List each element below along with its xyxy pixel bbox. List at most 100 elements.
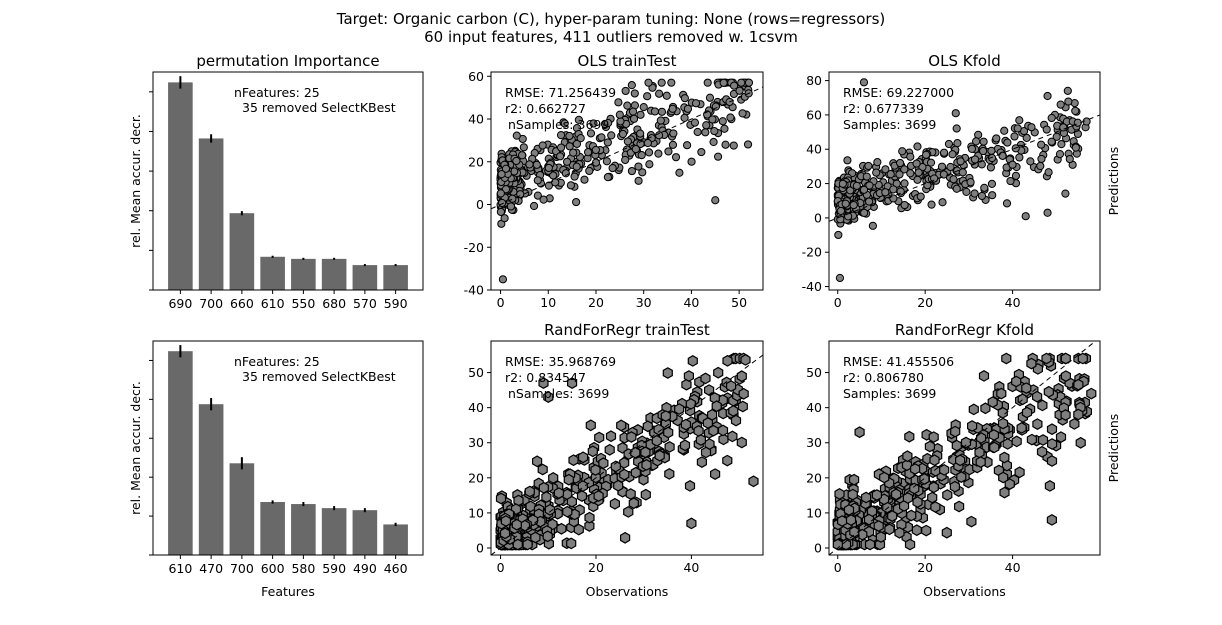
chart-title: OLS trainTest [578, 52, 677, 70]
data-point [999, 451, 1010, 464]
chart-perm-importance-bottom: rel. Mean accur. decr. 610 470 700 600 580 590… [128, 340, 424, 599]
data-point [1086, 387, 1097, 400]
data-point [544, 503, 555, 516]
data-point [846, 186, 855, 195]
data-point [538, 377, 549, 389]
data-point [660, 410, 671, 422]
data-point [881, 188, 890, 197]
chart-title: RandForRegr Kfold [895, 321, 1034, 339]
chart-ols-traintest: 0 10 20 30 40 50 -40 -20 0 20 40 60 RMSE: 71.256439r… [464, 52, 764, 310]
data-point [928, 431, 939, 443]
data-point [987, 179, 997, 189]
data-point [538, 481, 549, 494]
data-point [590, 464, 601, 476]
x-tick-label: 690 [168, 296, 192, 311]
data-point [729, 81, 739, 90]
data-point [709, 137, 718, 147]
data-point [1037, 434, 1049, 446]
x-tick-label: 610 [168, 561, 192, 576]
data-point [954, 500, 965, 513]
y-tick-label: 60 [806, 107, 822, 122]
annotation-line: nFeatures: 25 [234, 354, 320, 369]
data-point [610, 460, 621, 473]
data-point [989, 441, 1000, 454]
data-point [900, 165, 909, 174]
data-point [889, 185, 898, 194]
data-point [843, 156, 852, 165]
bar [321, 258, 347, 290]
data-point [710, 468, 721, 480]
data-point [980, 183, 989, 192]
data-point [565, 142, 574, 151]
annotation-line: RMSE: 35.968769 [505, 354, 616, 369]
data-point [1032, 418, 1043, 430]
data-point [643, 92, 652, 101]
x-tick-label: 680 [322, 296, 346, 311]
data-point [889, 194, 898, 203]
y-tick-label: 30 [468, 435, 484, 450]
annotation-line: r2: 0.834547 [505, 370, 586, 385]
y-tick-label: 10 [468, 505, 484, 520]
x-tick-label: 20 [588, 560, 604, 575]
data-point [512, 156, 521, 166]
data-point [726, 380, 737, 392]
y-tick-label: 0 [814, 210, 822, 225]
data-point [584, 511, 595, 524]
data-point [720, 124, 729, 133]
data-point [682, 141, 692, 150]
data-point [663, 426, 674, 439]
data-point [542, 530, 553, 543]
data-point [705, 93, 715, 102]
y-tick-label: 0 [476, 540, 484, 555]
data-point [918, 162, 927, 172]
data-point [623, 137, 632, 146]
data-point [910, 463, 921, 475]
y-tick-label: 40 [806, 400, 822, 415]
data-point [967, 144, 977, 153]
data-point [496, 207, 506, 217]
annotation-line: 35 removed SelectKBest [242, 100, 396, 115]
data-point [955, 454, 966, 467]
data-point [863, 513, 875, 526]
data-point [938, 198, 947, 207]
data-point [1026, 357, 1037, 370]
data-point [604, 443, 615, 456]
bar [291, 258, 316, 290]
data-point [500, 214, 509, 223]
data-point [832, 538, 843, 551]
data-point [1073, 408, 1084, 421]
data-point [683, 370, 694, 382]
x-tick-label: 590 [322, 561, 346, 576]
data-point [594, 431, 605, 444]
data-point [561, 169, 570, 178]
data-point [690, 118, 700, 127]
data-point [835, 273, 845, 283]
plot-frame [490, 340, 764, 556]
data-point [967, 420, 978, 432]
data-point [548, 472, 559, 484]
data-point [562, 157, 572, 166]
data-point [719, 78, 728, 87]
data-point [645, 160, 654, 169]
data-point [656, 116, 665, 125]
data-point [864, 538, 876, 551]
data-point [1055, 150, 1065, 159]
data-point [679, 439, 691, 452]
data-point [728, 405, 739, 417]
data-point [966, 515, 977, 528]
data-point [849, 200, 858, 210]
data-point [843, 504, 855, 516]
plot-frame [828, 71, 1101, 291]
data-point [566, 181, 576, 190]
data-point [862, 172, 871, 181]
data-point [966, 178, 975, 187]
data-point [1060, 409, 1071, 421]
data-point [498, 198, 507, 208]
data-point [999, 486, 1010, 499]
data-point [1055, 431, 1067, 443]
data-point [603, 173, 612, 182]
data-point [977, 191, 987, 201]
data-point [986, 163, 995, 172]
x-tick-label: 0 [497, 560, 505, 575]
data-point [583, 148, 593, 157]
